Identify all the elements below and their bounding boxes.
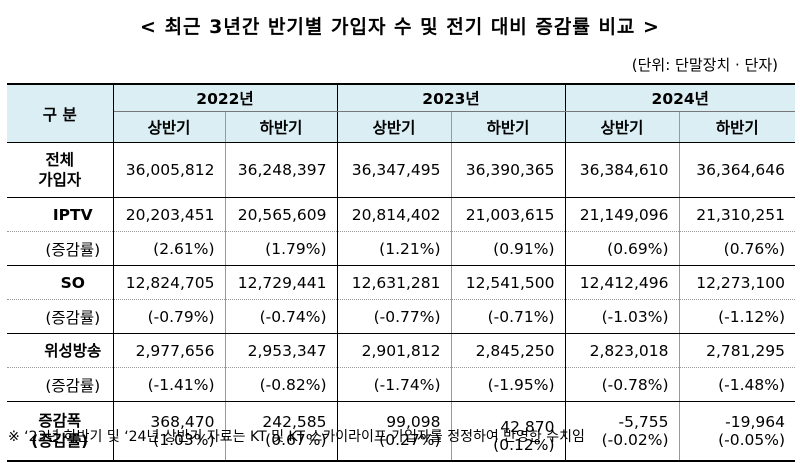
group-value: 20,203,451 <box>113 197 226 232</box>
page-title: < 최근 3년간 반기별 가입자 수 및 전기 대비 증감률 비교 > <box>140 16 660 38</box>
increase-value: 368,470 <box>150 413 215 431</box>
table-row: (증감률) (-1.41%) (-0.82%) (-1.74%) (-1.95%… <box>7 367 795 402</box>
total-value: 36,390,365 <box>451 142 566 198</box>
total-value: 36,248,397 <box>225 142 338 198</box>
row-label-so: SO <box>7 265 114 300</box>
table-row: 전체 가입자 36,005,812 36,248,397 36,347,495 … <box>7 142 795 198</box>
group-rate: (-1.41%) <box>113 367 226 402</box>
header-year-2022: 2022년 <box>113 83 338 112</box>
total-value: 36,364,646 <box>679 142 795 198</box>
group-rate: (-0.74%) <box>225 299 338 334</box>
group-rate: (-0.77%) <box>337 299 452 334</box>
total-value: 36,005,812 <box>113 142 226 198</box>
group-rate: (2.61%) <box>113 231 226 266</box>
group-rate: (0.76%) <box>679 231 795 266</box>
group-value: 2,823,018 <box>565 333 680 368</box>
total-value: 36,347,495 <box>337 142 452 198</box>
increase-cell: -19,964 (-0.05%) <box>679 401 795 462</box>
row-label-increase: 증감폭 (증감률) <box>7 401 114 462</box>
increase-rate: (0.27%) <box>379 431 441 449</box>
group-value: 12,729,441 <box>225 265 338 300</box>
table-row: 위성방송 2,977,656 2,953,347 2,901,812 2,845… <box>7 333 795 368</box>
increase-cell: -5,755 (-0.02%) <box>565 401 680 462</box>
group-value: 12,631,281 <box>337 265 452 300</box>
header-category: 구 분 <box>7 83 114 143</box>
group-rate: (-0.71%) <box>451 299 566 334</box>
group-rate: (1.79%) <box>225 231 338 266</box>
group-value: 12,273,100 <box>679 265 795 300</box>
group-rate: (-1.48%) <box>679 367 795 402</box>
increase-rate: (-0.02%) <box>601 431 669 449</box>
group-rate: (-0.82%) <box>225 367 338 402</box>
group-rate: (-1.74%) <box>337 367 452 402</box>
table-row: (증감률) (-0.79%) (-0.74%) (-0.77%) (-0.71%… <box>7 299 795 334</box>
footnote: ※ ‘23년 하반기 및 ‘24년 상반기 자료는 KT 및 KT 스카이라이프… <box>8 429 585 445</box>
row-label-satellite: 위성방송 <box>7 333 114 368</box>
header-half: 하반기 <box>451 111 566 143</box>
group-rate: (-1.12%) <box>679 299 795 334</box>
table-row: 증감폭 (증감률) 368,470 (1.03%) 242,585 (0.67%) … <box>7 401 795 462</box>
table-row: IPTV 20,203,451 20,565,609 20,814,402 21… <box>7 197 795 232</box>
group-rate: (-0.78%) <box>565 367 680 402</box>
table-row: SO 12,824,705 12,729,441 12,631,281 12,5… <box>7 265 795 300</box>
group-value: 20,814,402 <box>337 197 452 232</box>
header-half: 상반기 <box>565 111 680 143</box>
group-value: 2,845,250 <box>451 333 566 368</box>
group-value: 2,953,347 <box>225 333 338 368</box>
group-value: 20,565,609 <box>225 197 338 232</box>
total-value: 36,384,610 <box>565 142 680 198</box>
header-half: 상반기 <box>113 111 226 143</box>
row-sublabel-rate: (증감률) <box>7 231 114 266</box>
header-year-2023: 2023년 <box>337 83 566 112</box>
header-half: 하반기 <box>225 111 338 143</box>
increase-value: 42,870 <box>500 418 555 436</box>
group-rate: (0.91%) <box>451 231 566 266</box>
group-rate: (1.21%) <box>337 231 452 266</box>
header-half: 상반기 <box>337 111 452 143</box>
group-rate: (-0.79%) <box>113 299 226 334</box>
group-rate: (-1.03%) <box>565 299 680 334</box>
increase-cell: 42,870 (0.12%) <box>451 401 566 462</box>
increase-value: -19,964 <box>725 413 785 431</box>
increase-rate: (0.12%) <box>493 436 555 454</box>
increase-rate: (1.03%) <box>153 431 215 449</box>
increase-rate: (-0.05%) <box>718 431 785 449</box>
group-value: 21,149,096 <box>565 197 680 232</box>
group-value: 2,901,812 <box>337 333 452 368</box>
group-value: 2,977,656 <box>113 333 226 368</box>
group-rate: (0.69%) <box>565 231 680 266</box>
increase-value: 99,098 <box>386 413 441 431</box>
group-value: 12,541,500 <box>451 265 566 300</box>
increase-value: 242,585 <box>262 413 327 431</box>
table-row: (증감률) (2.61%) (1.79%) (1.21%) (0.91%) (0… <box>7 231 795 266</box>
subscriber-table: 구 분 2022년 2023년 2024년 상반기 하반기 상반기 하반기 상반… <box>7 83 795 462</box>
increase-rate: (0.67%) <box>265 431 327 449</box>
increase-value: -5,755 <box>618 413 669 431</box>
row-label-iptv: IPTV <box>7 197 114 232</box>
group-value: 12,824,705 <box>113 265 226 300</box>
header-half: 하반기 <box>679 111 795 143</box>
unit-note: (단위: 단말장치 · 단자) <box>631 56 778 74</box>
increase-cell: 242,585 (0.67%) <box>225 401 338 462</box>
group-value: 12,412,496 <box>565 265 680 300</box>
group-value: 2,781,295 <box>679 333 795 368</box>
group-rate: (-1.95%) <box>451 367 566 402</box>
row-sublabel-rate: (증감률) <box>7 367 114 402</box>
header-year-2024: 2024년 <box>565 83 795 112</box>
row-sublabel-rate: (증감률) <box>7 299 114 334</box>
increase-cell: 368,470 (1.03%) <box>113 401 226 462</box>
group-value: 21,310,251 <box>679 197 795 232</box>
group-value: 21,003,615 <box>451 197 566 232</box>
row-label-total: 전체 가입자 <box>7 142 114 198</box>
increase-cell: 99,098 (0.27%) <box>337 401 452 462</box>
